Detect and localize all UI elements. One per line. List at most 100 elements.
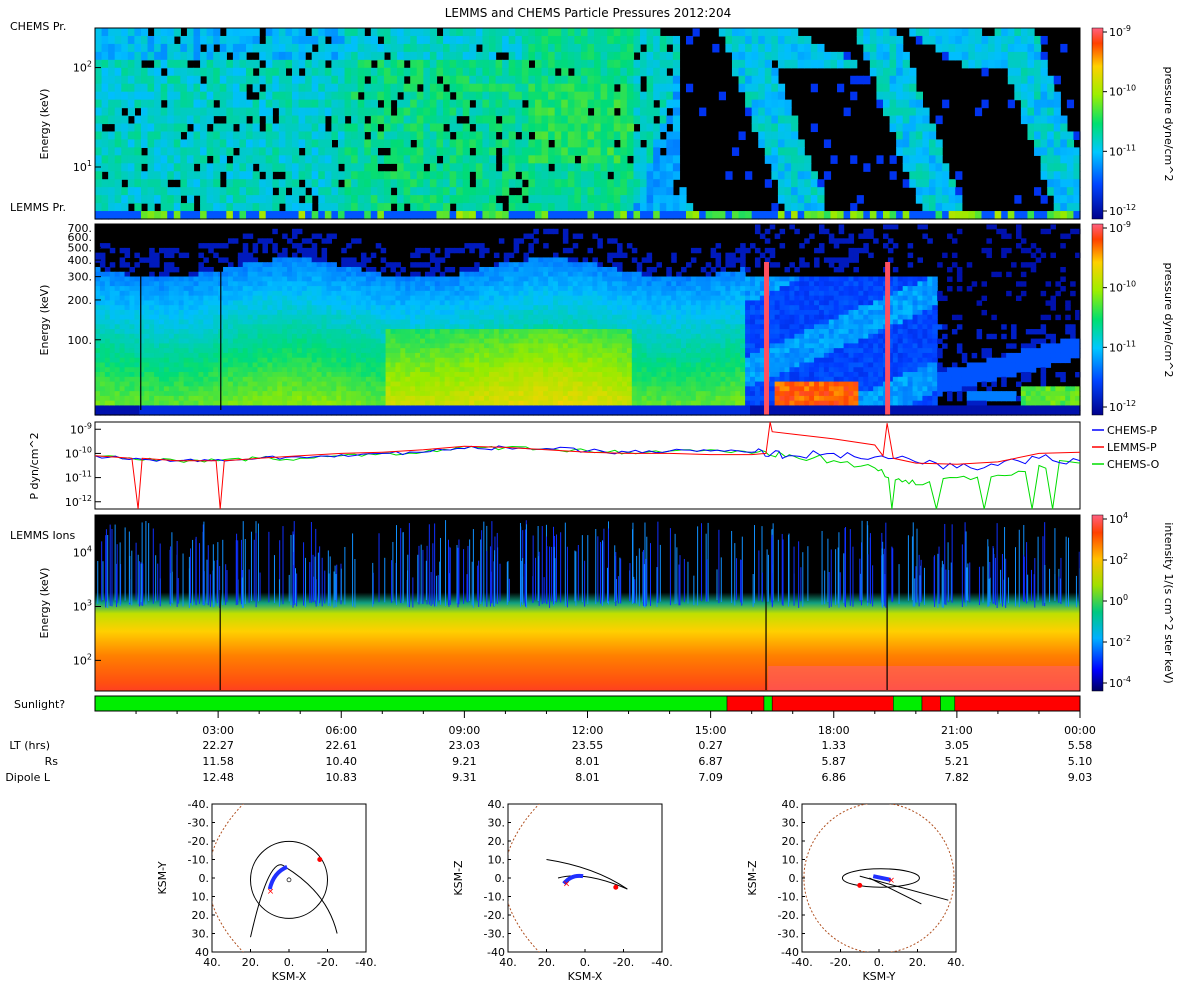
chems-pixel <box>239 171 247 180</box>
lemms-pixel <box>365 372 372 378</box>
lemms-pixel <box>292 357 298 364</box>
lemms-pixel <box>119 295 126 302</box>
lemms-pixel <box>282 391 288 397</box>
chems-pixel <box>613 99 621 109</box>
chems-pixel <box>548 123 556 133</box>
chems-pixel <box>1020 59 1029 69</box>
chems-pixel <box>285 123 293 133</box>
chems-pixel <box>495 59 503 69</box>
lemms-pixel <box>159 305 165 311</box>
chems-pixel <box>154 187 162 196</box>
lemms-pixel <box>129 300 135 306</box>
lemms-pixel <box>213 381 219 387</box>
lemms-pixel <box>415 362 421 368</box>
lemms-pixel <box>341 343 347 349</box>
chems-pixel <box>186 75 195 85</box>
chems-pixel <box>1053 91 1061 101</box>
lemms-pixel <box>173 333 180 340</box>
lemms-pixel <box>287 338 293 344</box>
chems-pixel <box>574 211 582 220</box>
lemms-pixel <box>227 286 234 292</box>
lemms-pixel <box>213 252 219 259</box>
chems-pixel <box>410 43 418 53</box>
chems-pixel <box>429 203 438 212</box>
chems-pixel <box>200 187 208 196</box>
lemms-pixel <box>390 286 397 292</box>
chems-pixel <box>219 131 227 141</box>
chems-pixel <box>147 51 155 61</box>
lemms-pixel <box>203 400 209 407</box>
chems-pixel <box>797 43 805 53</box>
lemms-pixel <box>154 367 160 373</box>
chems-pixel <box>456 107 464 117</box>
lemms-pixel <box>149 286 155 292</box>
lemms-pixel <box>444 372 451 378</box>
lemms-pixel <box>420 338 426 344</box>
chems-pixel <box>659 75 667 85</box>
chems-pixel <box>528 107 536 117</box>
lemms-pixel <box>262 238 268 244</box>
chems-pixel <box>114 155 122 164</box>
chems-pixel <box>534 35 543 45</box>
chems-pixel <box>186 51 195 61</box>
chems-pixel <box>475 51 484 61</box>
lemms-pixel <box>119 247 126 254</box>
chems-pixel <box>180 43 188 53</box>
lemms-pixel <box>267 391 273 397</box>
chems-pixel <box>160 195 168 204</box>
chems-pixel <box>357 123 365 133</box>
lemms-pixel <box>434 329 441 335</box>
chems-pixel <box>804 195 812 204</box>
lemms-pixel <box>287 262 293 268</box>
lemms-pixel <box>415 357 421 364</box>
lemms-pixel <box>395 386 401 392</box>
chems-pixel <box>364 123 372 133</box>
chems-pixel <box>246 211 254 220</box>
chems-pixel <box>259 211 267 220</box>
chems-pixel <box>377 195 385 204</box>
lemms-pixel <box>173 400 180 407</box>
chems-pixel <box>1053 115 1061 125</box>
chems-pixel <box>193 211 201 220</box>
lemms-pixel <box>306 381 313 387</box>
lemms-pixel <box>370 309 377 316</box>
chems-pixel <box>1034 123 1042 133</box>
lemms-pixel <box>395 333 401 340</box>
chems-pixel <box>443 131 451 141</box>
chems-pixel <box>876 75 884 85</box>
chems-pixel <box>239 67 247 77</box>
chems-pixel <box>331 99 339 109</box>
lemms-pixel <box>360 372 367 378</box>
lemms-pixel <box>144 305 150 311</box>
lemms-pixel <box>208 367 214 373</box>
chems-pixel <box>561 131 569 141</box>
lemms-pixel <box>104 348 111 354</box>
lemms-pixel <box>321 343 328 349</box>
chems-pixel <box>554 163 562 172</box>
chems-pixel <box>515 147 523 156</box>
chems-pixel <box>193 139 201 148</box>
lemms-pixel <box>144 295 150 302</box>
chems-pixel <box>213 35 221 45</box>
lemms-pixel <box>356 262 362 268</box>
chems-pixel <box>331 35 339 45</box>
chems-pixel <box>600 139 608 148</box>
lemms-pixel <box>272 276 278 282</box>
lemms-pixel <box>203 348 209 354</box>
lemms-pixel <box>262 266 268 273</box>
lemms-pixel <box>114 410 121 416</box>
lemms-pixel <box>95 329 101 335</box>
lemms-pixel <box>385 262 392 268</box>
chems-pixel <box>410 187 418 196</box>
chems-pixel <box>127 75 135 85</box>
lemms-pixel <box>331 286 337 292</box>
chems-pixel <box>672 163 681 172</box>
chems-pixel <box>620 155 628 164</box>
lemms-pixel <box>277 314 283 321</box>
chems-pixel <box>443 75 451 85</box>
chems-pixel <box>994 35 1002 45</box>
lemms-pixel <box>296 300 303 306</box>
chems-pixel <box>1040 163 1048 172</box>
chems-pixel <box>797 139 805 148</box>
chems-pixel <box>751 211 759 220</box>
